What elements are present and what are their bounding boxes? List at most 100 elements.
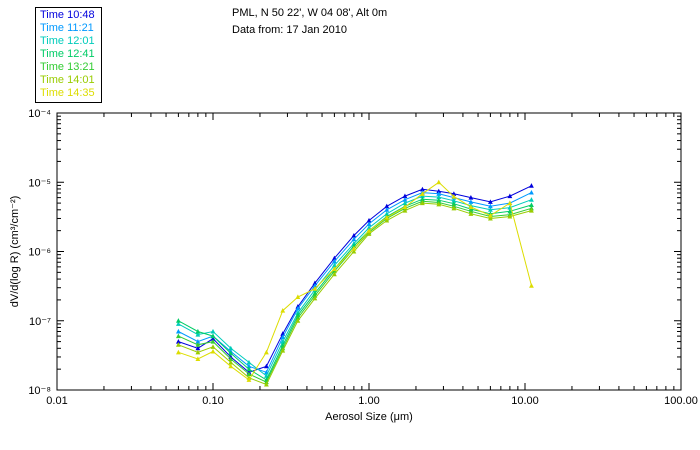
data-point-marker [295, 294, 301, 300]
data-point-marker [402, 204, 408, 209]
data-point-marker [351, 248, 357, 254]
data-point-marker [507, 213, 513, 219]
data-point-marker [529, 207, 534, 213]
data-point-marker [384, 203, 390, 209]
data-point-marker [331, 266, 337, 271]
data-point-marker [331, 258, 337, 264]
data-point-marker [529, 189, 534, 195]
data-point-marker [468, 199, 474, 204]
data-point-marker [295, 305, 301, 311]
data-point-marker [264, 349, 269, 355]
data-point-marker [264, 363, 269, 369]
data-point-marker [529, 183, 534, 188]
y-tick-label: 10⁻⁵ [28, 177, 51, 189]
data-point-marker [175, 349, 181, 355]
data-point-marker [228, 363, 234, 369]
x-tick-label: 10.00 [511, 395, 539, 407]
data-point-marker [420, 191, 425, 196]
data-point-marker [402, 197, 408, 202]
data-point-marker [210, 333, 216, 339]
data-point-marker [280, 348, 286, 353]
data-point-marker [312, 295, 318, 301]
data-point-marker [384, 211, 390, 216]
data-point-marker [468, 195, 474, 200]
data-point-marker [366, 217, 372, 223]
data-point-marker [351, 236, 357, 242]
data-point-marker [384, 207, 390, 212]
x-tick-label: 100.00 [664, 395, 698, 407]
data-point-marker [295, 318, 301, 323]
data-point-marker [210, 348, 216, 354]
x-axis-label: Aerosol Size (μm) [325, 411, 413, 423]
data-point-marker [487, 212, 493, 218]
data-point-marker [351, 232, 357, 238]
data-point-marker [487, 207, 493, 212]
x-tick-label: 1.00 [358, 395, 379, 407]
data-point-marker [331, 271, 337, 277]
data-point-marker [529, 283, 534, 288]
legend-item: Time 14:35 [40, 87, 95, 99]
data-point-marker [246, 371, 252, 377]
series-line [178, 192, 532, 373]
data-point-marker [228, 359, 234, 365]
data-point-marker [402, 207, 408, 213]
data-point-marker [195, 328, 201, 334]
legend-item: Time 12:41 [40, 48, 95, 60]
data-point-marker [366, 221, 372, 226]
data-point-marker [175, 338, 181, 344]
y-tick-label: 10⁻⁴ [28, 108, 51, 120]
data-point-marker [228, 350, 234, 356]
data-point-marker [468, 208, 474, 214]
data-point-marker [384, 217, 390, 223]
legend-item: Time 11:21 [40, 22, 94, 34]
y-axis-label: dV/d(log R) (cm³/cm⁻²) [9, 196, 21, 308]
legend-item: Time 14:01 [40, 74, 95, 86]
data-point-marker [195, 342, 201, 347]
data-point-marker [529, 197, 534, 202]
data-point-marker [280, 308, 286, 313]
data-point-marker [264, 381, 269, 387]
data-point-marker [436, 194, 442, 200]
data-point-marker [436, 191, 442, 196]
data-point-marker [175, 321, 181, 326]
data-point-marker [487, 215, 493, 221]
data-point-marker [366, 225, 372, 230]
legend: Time 10:48 Time 11:21 Time 12:01 Time 12:41… [35, 7, 102, 103]
x-tick-label: 0.01 [46, 395, 67, 407]
data-point-marker [436, 179, 442, 185]
data-point-marker [246, 377, 252, 382]
data-point-marker [420, 186, 425, 192]
data-point-marker [487, 199, 493, 204]
data-point-marker [366, 228, 372, 233]
data-point-marker [507, 200, 513, 206]
data-point-marker [246, 359, 252, 365]
data-point-marker [529, 202, 534, 207]
legend-item: Time 10:48 [40, 9, 95, 21]
data-point-marker [175, 333, 181, 339]
x-tick-label: 0.10 [202, 395, 223, 407]
data-point-marker [195, 356, 201, 362]
data-point-marker [175, 328, 181, 334]
y-tick-label: 10⁻⁷ [29, 316, 51, 328]
data-point-marker [228, 356, 234, 362]
data-point-marker [228, 345, 234, 351]
data-point-marker [195, 345, 201, 351]
data-point-marker [402, 193, 408, 199]
data-point-marker [195, 332, 201, 337]
data-point-marker [195, 338, 201, 344]
data-point-marker [175, 318, 181, 323]
data-point-marker [175, 342, 181, 347]
data-point-marker [312, 286, 318, 291]
data-point-marker [468, 211, 474, 216]
data-point-marker [246, 366, 252, 372]
data-point-marker [351, 246, 357, 251]
data-point-marker [451, 191, 457, 196]
data-point-marker [195, 349, 201, 355]
data-point-marker [210, 328, 216, 334]
data-point-marker [451, 198, 457, 203]
data-point-marker [451, 205, 457, 211]
data-point-marker [468, 204, 474, 209]
data-point-marker [331, 255, 337, 261]
data-point-marker [210, 344, 216, 349]
